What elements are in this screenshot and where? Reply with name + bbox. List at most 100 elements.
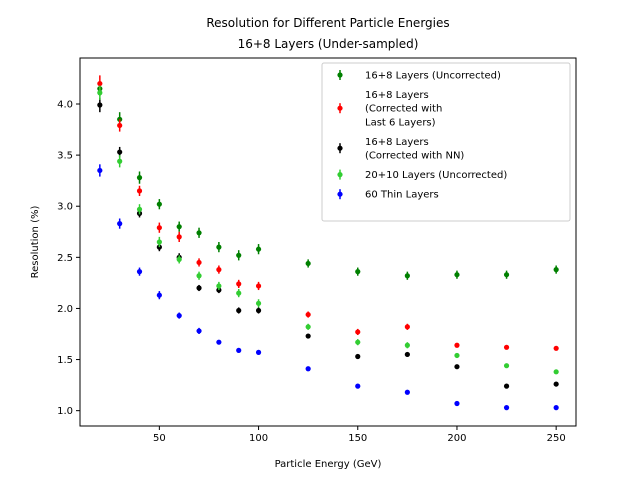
data-point [196, 285, 202, 291]
data-point [503, 272, 510, 278]
data-point [503, 363, 510, 369]
data-point [355, 329, 361, 335]
data-point [553, 381, 559, 387]
chart-title: Resolution for Different Particle Energi… [206, 16, 449, 30]
data-point [553, 267, 559, 273]
x-tick-label: 100 [249, 433, 268, 444]
data-point [216, 244, 222, 250]
data-point [404, 342, 410, 348]
data-point [156, 292, 162, 298]
data-point [196, 328, 202, 334]
data-point [553, 345, 559, 351]
data-point [255, 283, 262, 289]
data-point [136, 206, 143, 212]
data-point [255, 307, 262, 314]
data-point [117, 158, 123, 164]
data-point [156, 225, 162, 231]
data-point [117, 122, 123, 129]
data-point [454, 352, 460, 359]
data-point [503, 383, 510, 389]
data-point [97, 90, 103, 96]
data-point [236, 290, 242, 296]
data-point [553, 405, 559, 411]
x-axis-label: Particle Energy (GeV) [275, 459, 382, 470]
data-point [196, 259, 202, 266]
data-point [355, 269, 361, 275]
legend-marker [337, 191, 343, 197]
data-point [454, 364, 460, 370]
x-tick-label: 250 [547, 433, 566, 444]
legend-label: 16+8 Layers (Uncorrected) [365, 71, 501, 82]
series-2 [97, 75, 559, 351]
y-tick-label: 1.0 [57, 406, 73, 417]
legend-frame [321, 62, 571, 222]
data-point [176, 224, 182, 230]
legend-label: 60 Thin Layers [365, 190, 439, 201]
legend-label: 20+10 Layers (Uncorrected) [365, 170, 507, 181]
data-point [305, 311, 311, 318]
data-point [236, 252, 242, 258]
legend-marker [337, 105, 343, 111]
data-point [355, 339, 361, 345]
legend-marker [337, 145, 343, 151]
data-point [255, 246, 262, 252]
data-point [553, 369, 559, 375]
data-point [404, 389, 410, 395]
data-point [97, 167, 103, 174]
data-point [136, 188, 143, 194]
data-point [97, 102, 103, 108]
data-point [305, 366, 311, 372]
y-tick-label: 3.5 [57, 151, 73, 162]
data-point [196, 273, 202, 279]
data-point [503, 344, 510, 350]
y-axis: 1.0 1.5 2.0 2.5 3.0 3.5 4.0 [57, 100, 80, 417]
legend-label: 16+8 Layers [365, 90, 429, 101]
data-point [136, 175, 143, 181]
data-point [404, 273, 410, 279]
y-axis-label: Resolution (%) [30, 206, 41, 279]
data-point [305, 260, 311, 267]
series-5 [97, 164, 559, 411]
data-point [305, 324, 311, 330]
data-point [117, 149, 123, 155]
series-4 [97, 85, 559, 375]
data-point [454, 400, 460, 407]
data-point [454, 272, 460, 278]
data-point [117, 221, 123, 227]
legend-marker [337, 72, 343, 78]
legend-label: (Corrected with [365, 104, 442, 115]
data-point [404, 351, 410, 358]
y-tick-label: 4.0 [57, 100, 73, 111]
data-point [136, 269, 143, 275]
data-point [216, 267, 222, 273]
x-tick-label: 200 [447, 433, 466, 444]
data-point [97, 80, 103, 87]
data-point [216, 283, 222, 289]
data-point [255, 300, 262, 306]
data-point [503, 405, 510, 411]
legend-label: Last 6 Layers) [365, 117, 436, 128]
series-1 [97, 81, 559, 280]
x-axis: 50 100 150 200 250 [153, 426, 566, 444]
legend-marker [337, 172, 343, 178]
data-point [355, 353, 361, 360]
data-point [236, 281, 242, 287]
chart-subtitle: 16+8 Layers (Under-sampled) [238, 37, 419, 51]
data-point [156, 201, 162, 207]
y-tick-label: 1.5 [57, 355, 73, 366]
data-point [236, 307, 242, 314]
data-marks [97, 75, 559, 411]
x-tick-label: 150 [348, 433, 367, 444]
data-point [404, 324, 410, 330]
y-tick-label: 2.5 [57, 253, 73, 264]
data-point [454, 342, 460, 348]
data-point [255, 349, 262, 355]
data-point [305, 333, 311, 339]
data-point [176, 256, 182, 262]
y-tick-label: 3.0 [57, 202, 73, 213]
plot-area-frame [79, 57, 577, 427]
data-point [216, 339, 222, 345]
data-point [355, 383, 361, 389]
legend-label: (Corrected with NN) [365, 151, 464, 162]
